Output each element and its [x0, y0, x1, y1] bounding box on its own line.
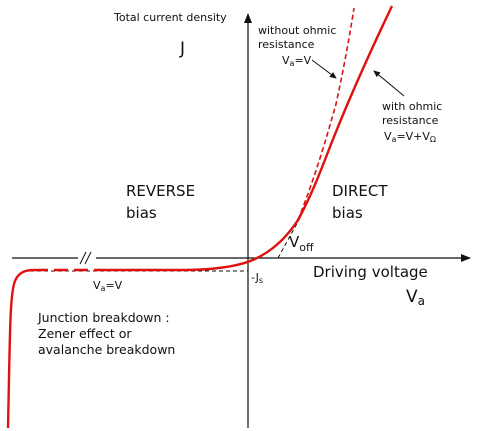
axis-break-mark [79, 251, 87, 265]
y-axis-symbol: J [179, 39, 185, 59]
diode-curve-without-ohmic [297, 7, 355, 221]
x-axis-symbol: Va [406, 287, 425, 308]
ohmic-label: with ohmic [382, 100, 442, 113]
breakdown-label: Zener effect or [38, 326, 132, 341]
axis-break-mark [84, 251, 92, 265]
ohmic-arrow [373, 70, 405, 97]
reverse-bias-label: REVERSE [126, 182, 195, 200]
y-axis-label: Total current density [113, 11, 227, 24]
ohmic-label: resistance [382, 114, 439, 127]
direct-bias-label: bias [332, 204, 363, 222]
breakdown-curve [6, 268, 35, 429]
x-axis-label: Driving voltage [313, 263, 428, 281]
no-ohmic-label: resistance [258, 38, 315, 51]
direct-bias-label: DIRECT [332, 182, 388, 200]
voff-label: Voff [289, 233, 314, 254]
diode-curve-with-ohmic [94, 5, 394, 272]
ohmic-equation: Va=V+VΩ [384, 130, 436, 144]
voff-tangent-line [277, 217, 301, 259]
breakdown-label: avalanche breakdown [38, 342, 175, 357]
breakdown-label: Junction breakdown : [37, 310, 170, 325]
no-ohmic-label: without ohmic [258, 24, 336, 37]
reverse-equation: Va=V [93, 279, 123, 293]
no-ohmic-arrow [311, 59, 337, 79]
no-ohmic-equation: Va=V [282, 54, 312, 68]
js-label: -Js [251, 271, 263, 285]
reverse-bias-label: bias [126, 204, 157, 222]
